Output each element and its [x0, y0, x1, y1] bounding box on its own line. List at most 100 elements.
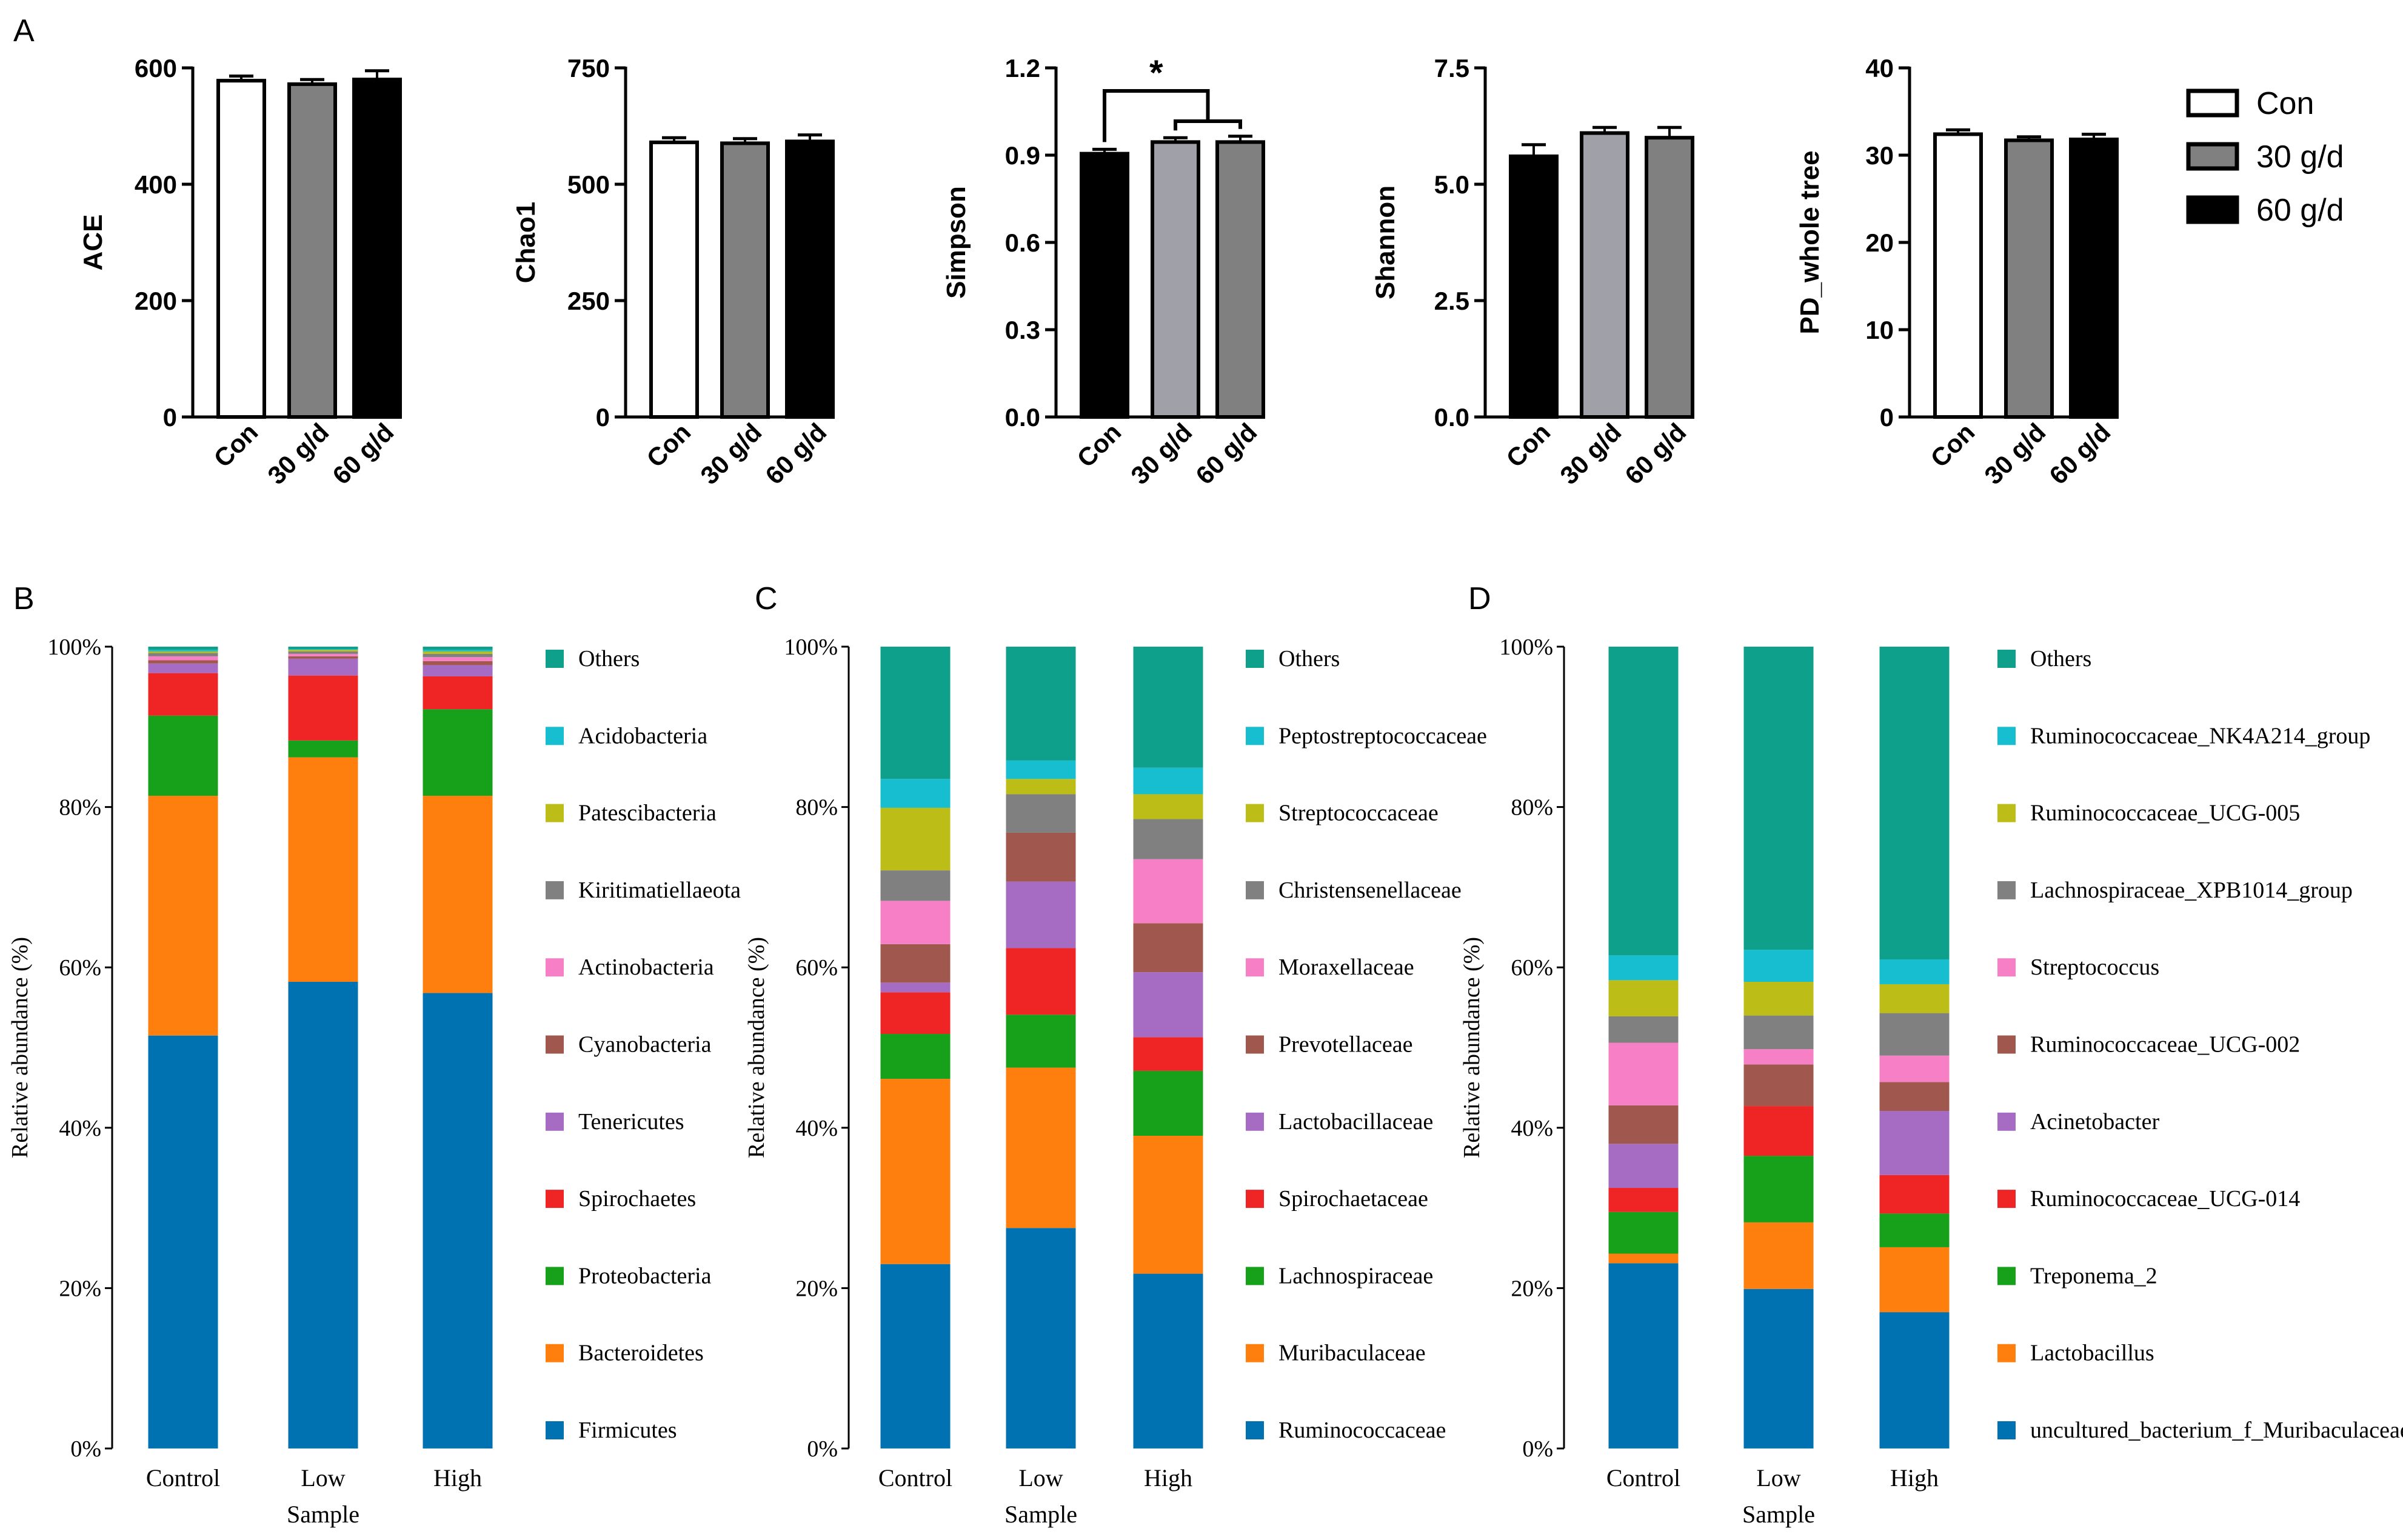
x-category-label: 60 g/d [760, 418, 832, 490]
bar-segment-0-6 [1608, 1042, 1679, 1105]
bar-segment-0-4 [1608, 1144, 1679, 1188]
legend-label: Tenericutes [578, 1109, 684, 1135]
y-tick-label: 750 [567, 54, 610, 82]
bar-segment-0-3 [880, 992, 951, 1035]
bar-1 [1580, 131, 1629, 419]
bar-segment-0-5 [148, 660, 218, 664]
x-category-label: 30 g/d [1979, 418, 2051, 490]
bar-segment-0-5 [880, 944, 951, 983]
bar-segment-0-9 [148, 650, 218, 652]
legend-label: 30 g/d [2256, 139, 2344, 175]
bar-segment-2-8 [1133, 794, 1203, 819]
stacked-chart-B: 0% 20% 40% 60% 80% 100% Relative abundance (%)… [7, 635, 741, 1528]
bar-segment-2-0 [423, 993, 493, 1448]
x-category-label: Low [1756, 1464, 1800, 1492]
significance-bracket [1103, 89, 1210, 142]
x-category-label: High [1890, 1464, 1939, 1492]
bar-1 [1151, 140, 1200, 419]
legend-swatch [546, 1267, 564, 1285]
bar-segment-0-1 [1608, 1253, 1679, 1264]
bar-segment-0-1 [148, 796, 218, 1036]
bar-segment-0-9 [880, 779, 951, 808]
x-axis-title: Sample [1004, 1501, 1077, 1528]
bar-segment-0-7 [148, 653, 218, 656]
legend-label: Ruminococcaceae [1278, 1418, 1446, 1443]
bar-segment-0-10 [1608, 647, 1679, 956]
y-tick-label: 0 [596, 403, 610, 432]
bar-segment-0-2 [880, 1034, 951, 1079]
bar-segment-0-2 [148, 715, 218, 796]
bar-segment-0-8 [880, 807, 951, 871]
legend-label: Bacteroidetes [578, 1341, 704, 1366]
y-tick-label: 60% [59, 955, 101, 981]
bar-segment-2-1 [423, 796, 493, 993]
bar-segment-0-8 [1608, 980, 1679, 1016]
bar-2 [1215, 140, 1265, 419]
bar-segment-1-4 [288, 658, 358, 676]
y-tick-label: 60% [795, 955, 838, 981]
legend-label: Lachnospiraceae_XPB1014_group [2030, 878, 2353, 903]
legend-swatch [1997, 650, 2016, 668]
legend-swatch [2186, 88, 2239, 118]
bar-segment-1-2 [1006, 1015, 1076, 1068]
y-tick-label: 0.0 [1434, 403, 1469, 432]
legend-swatch [1246, 881, 1264, 899]
bar-segment-2-3 [1879, 1175, 1950, 1214]
legend-swatch [1997, 958, 2016, 977]
x-category-label: High [433, 1464, 482, 1492]
y-tick-label: 600 [135, 54, 177, 82]
y-tick-label: 200 [135, 287, 177, 315]
panel-label-b: B [13, 581, 35, 616]
legend-swatch [1246, 727, 1264, 745]
legend-swatch [546, 1344, 564, 1362]
bar-segment-1-3 [288, 675, 358, 741]
legend-label: 60 g/d [2256, 193, 2344, 228]
legend-label: Ruminococcaceae_NK4A214_group [2030, 723, 2370, 748]
stacked-chart-C: 0% 20% 40% 60% 80% 100% Relative abundance (%)… [744, 635, 1487, 1528]
y-tick-label: 30 [1865, 141, 1894, 170]
y-axis-title: Chao1 [511, 202, 541, 283]
bar-segment-1-0 [1743, 1288, 1814, 1448]
y-tick-label: 0.6 [1005, 228, 1040, 257]
legend-label: Others [2030, 646, 2091, 672]
bar-segment-2-1 [1133, 1136, 1203, 1274]
y-tick-label: 400 [135, 170, 177, 199]
bar-segment-1-2 [1743, 1156, 1814, 1222]
y-tick-label: 7.5 [1434, 54, 1469, 82]
bar-segment-1-10 [288, 647, 358, 649]
legend-label: Patescibacteria [578, 801, 717, 826]
bar-segment-1-3 [1006, 948, 1076, 1015]
bar-segment-1-1 [1743, 1222, 1814, 1289]
y-tick-label: 20% [1511, 1276, 1553, 1301]
y-tick-label: 40 [1865, 54, 1894, 82]
bar-0 [1509, 154, 1559, 419]
legend-swatch [2186, 142, 2239, 171]
bar-segment-2-2 [1879, 1213, 1950, 1247]
bar-segment-1-9 [288, 648, 358, 650]
bar-segment-2-3 [423, 676, 493, 710]
panel-a-legend: Con 30 g/d 60 g/d [2186, 86, 2344, 228]
legend-swatch [1246, 1421, 1264, 1439]
bar-segment-1-6 [1743, 1049, 1814, 1065]
legend-swatch [1246, 650, 1264, 668]
bar-0 [1933, 132, 1983, 419]
bar-segment-1-5 [1006, 832, 1076, 882]
x-category-label: Control [878, 1464, 952, 1492]
bar-segment-1-8 [1743, 982, 1814, 1016]
bar-segment-1-5 [288, 656, 358, 659]
legend-label: Kiritimatiellaeota [578, 878, 741, 903]
legend-label: Streptococcus [2030, 955, 2159, 980]
bar-segment-1-1 [288, 757, 358, 982]
bar-segment-0-10 [880, 647, 951, 779]
legend-swatch [1246, 1112, 1264, 1131]
legend-label: Acinetobacter [2030, 1109, 2159, 1135]
bar-segment-1-7 [1743, 1015, 1814, 1050]
x-category-label: 60 g/d [327, 418, 399, 490]
legend-label: Streptococcaceae [1278, 801, 1439, 826]
x-category-label: Con [208, 418, 263, 473]
